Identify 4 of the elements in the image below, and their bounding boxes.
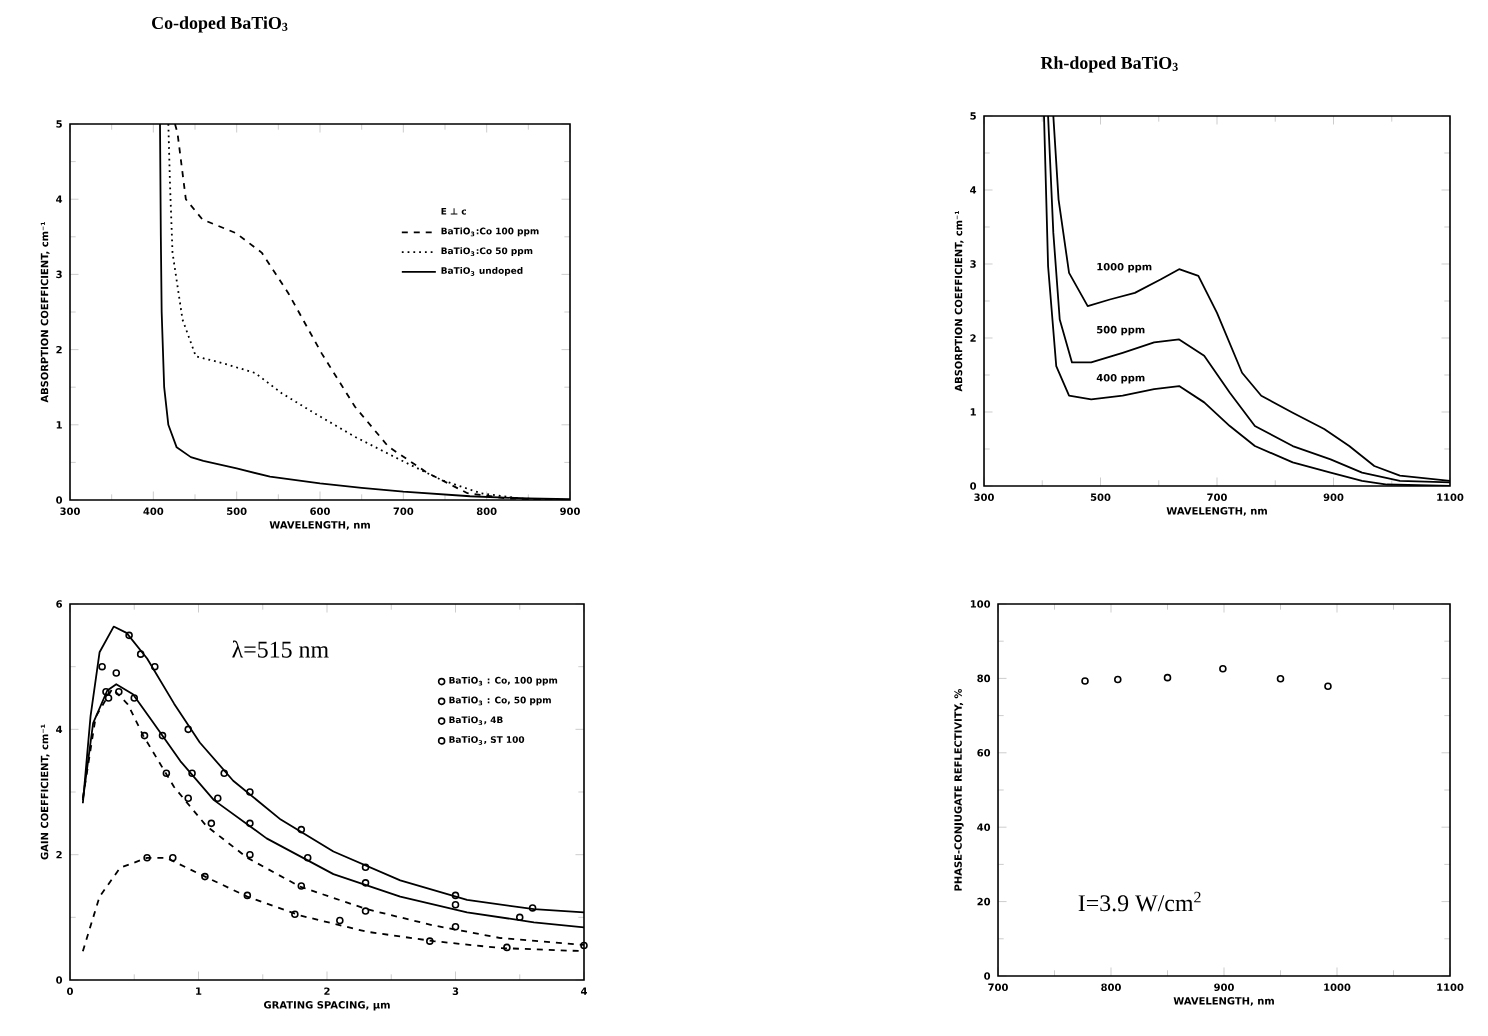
annotation: λ=515 nm — [232, 640, 329, 658]
chart-title: Co-doped BaTiO$_{3}$ — [152, 16, 288, 33]
annotation: I=3.9 W/cm$^{2}$ — [1078, 891, 1201, 912]
chart-title: Rh-doped BaTiO$_{3}$ — [1040, 56, 1178, 73]
